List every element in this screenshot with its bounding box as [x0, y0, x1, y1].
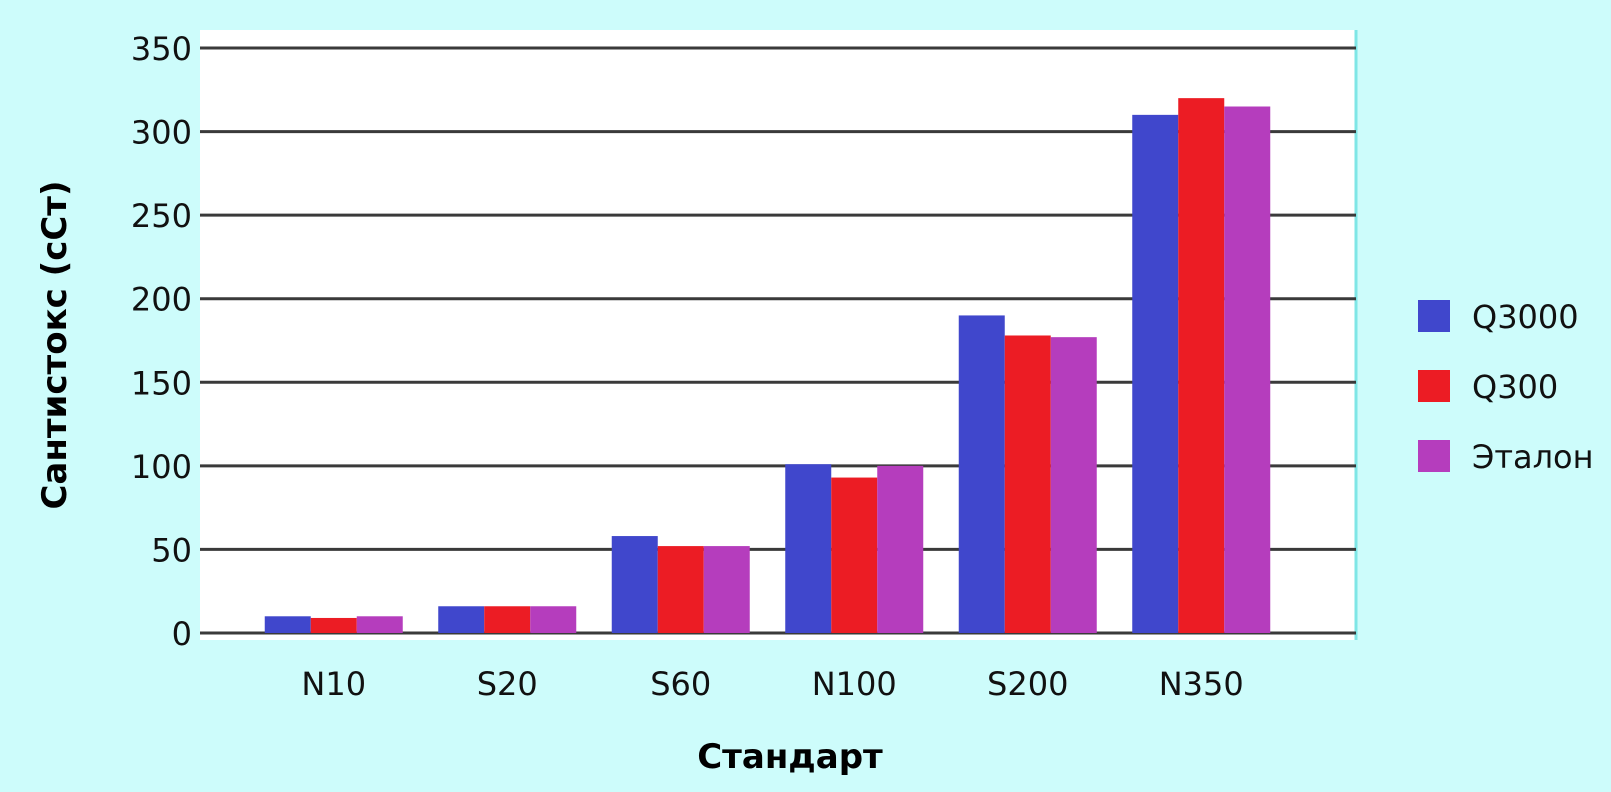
x-tick-label: S60: [650, 665, 711, 703]
bars: [264, 98, 1271, 634]
x-tick-label: S20: [477, 665, 538, 703]
x-tick-label: N350: [1159, 665, 1244, 703]
y-tick-label: 150: [131, 364, 192, 402]
bar-Q3000-N100: [785, 464, 832, 633]
x-tick-label: S200: [987, 665, 1068, 703]
bar-Q300-S200: [1004, 335, 1051, 633]
bar-Q300-N100: [831, 477, 878, 633]
bar-Q3000-S60: [611, 536, 658, 633]
legend-swatch-Q300: [1418, 370, 1450, 402]
bar-Q3000-N10: [264, 616, 311, 633]
x-tick-label: N100: [812, 665, 897, 703]
y-tick-label: 200: [131, 281, 192, 319]
x-tick-label: N10: [301, 665, 366, 703]
bar-Q300-S60: [657, 546, 704, 633]
bar-Эталон-S60: [703, 546, 750, 633]
bar-Эталон-S200: [1050, 337, 1097, 633]
legend: Q3000 Q300 Эталон: [1418, 298, 1594, 476]
legend-label: Эталон: [1472, 438, 1594, 476]
x-axis-categories: N10 S20 S60 N100 S200 N350: [301, 665, 1243, 703]
bar-Q3000-N350: [1132, 114, 1179, 634]
bar-Q300-S20: [484, 606, 531, 633]
x-axis-title: Стандарт: [697, 737, 883, 777]
y-tick-label: 250: [131, 197, 192, 235]
y-tick-label: 50: [151, 531, 192, 569]
legend-swatch-Эталон: [1418, 440, 1450, 472]
y-tick-label: 100: [131, 448, 192, 486]
y-tick-label: 300: [131, 114, 192, 152]
y-axis-ticks: 0 50 100 150 200 250 300 350: [131, 30, 192, 653]
y-tick-label: 350: [131, 30, 192, 68]
legend-label: Q300: [1472, 368, 1558, 406]
y-tick-label: 0: [172, 615, 192, 653]
bar-Эталон-S20: [530, 606, 577, 633]
legend-label: Q3000: [1472, 298, 1579, 336]
bar-Q300-N350: [1178, 98, 1225, 633]
bar-Q3000-S20: [438, 606, 485, 633]
bar-Эталон-N350: [1224, 106, 1271, 633]
y-axis-title: Сантистокс (сСт): [35, 180, 75, 509]
bar-Эталон-N100: [877, 465, 924, 633]
legend-swatch-Q3000: [1418, 300, 1450, 332]
bar-Q300-N10: [310, 617, 357, 633]
bar-Эталон-N10: [356, 616, 403, 633]
bar-Q3000-S200: [958, 315, 1005, 633]
